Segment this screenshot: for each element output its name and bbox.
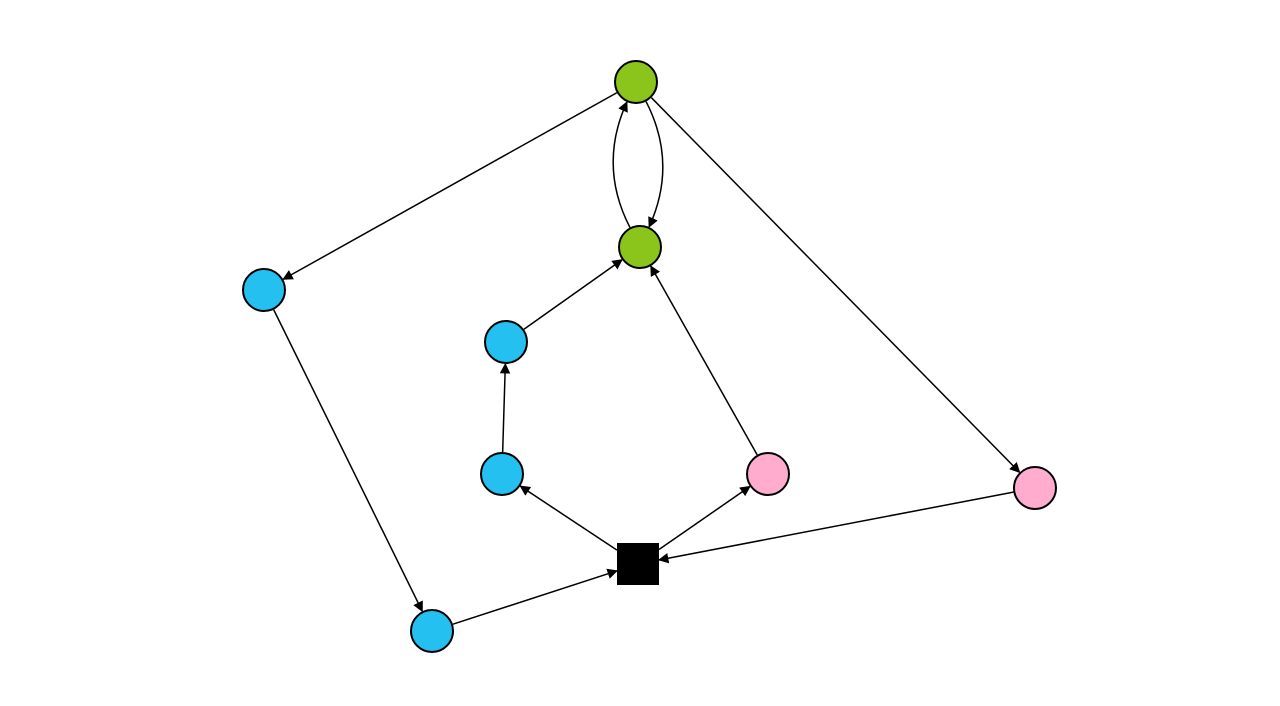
node-circle-b1 (243, 269, 285, 311)
edge-g1-g2 (646, 102, 663, 227)
node-circle-b3 (481, 453, 523, 495)
edge-g1-b1 (283, 93, 617, 280)
edge-sq-p1 (659, 487, 750, 550)
node-square-sq (617, 543, 659, 585)
edge-b4-sq (453, 571, 617, 624)
node-circle-p1 (747, 453, 789, 495)
node-circle-g2 (619, 226, 661, 268)
node-circle-p2 (1014, 467, 1056, 509)
edge-b2-g2 (524, 260, 622, 330)
network-diagram (0, 0, 1280, 706)
edge-g1-p2 (651, 98, 1019, 473)
nodes-layer (243, 61, 1056, 652)
edge-b1-b4 (274, 310, 423, 612)
node-circle-b2 (485, 321, 527, 363)
edge-p1-g2 (651, 266, 757, 455)
node-circle-g1 (615, 61, 657, 103)
node-circle-b4 (411, 610, 453, 652)
edge-b3-b2 (503, 364, 506, 452)
edge-g2-g1 (613, 102, 630, 227)
edge-p2-sq (659, 492, 1013, 560)
edge-sq-b3 (520, 486, 617, 550)
